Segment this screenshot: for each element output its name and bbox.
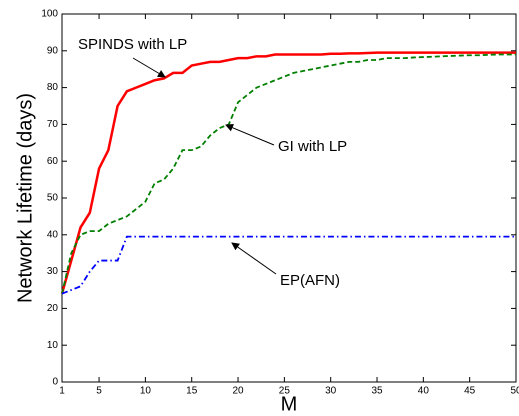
y-tick-label: 10 (47, 340, 59, 351)
y-tick-label: 40 (47, 229, 59, 240)
x-tick-label: 1 (59, 386, 65, 397)
plot-frame (61, 13, 517, 383)
series-line (61, 235, 516, 295)
y-tick-label: 50 (47, 193, 59, 204)
y-tick-label: 0 (52, 377, 58, 388)
annotation-arrow (231, 242, 277, 275)
annotation: EP(AFN) (280, 272, 340, 289)
y-tick-label: 70 (47, 119, 59, 130)
y-axis-label: Network Lifetime (days) (14, 93, 36, 303)
x-tick-label: 45 (464, 386, 476, 397)
annotation: GI with LP (278, 138, 347, 155)
x-tick-label: 5 (96, 386, 102, 397)
y-tick-label: 90 (47, 45, 59, 56)
y-tick-label: 30 (47, 266, 59, 277)
y-tick-label: 100 (41, 9, 58, 20)
x-tick-label: 50 (510, 386, 519, 397)
x-tick-label: 25 (279, 386, 291, 397)
x-axis-label: M (281, 393, 298, 415)
x-tick-label: 40 (418, 386, 430, 397)
x-tick-label: 30 (325, 386, 337, 397)
x-tick-label: 15 (186, 386, 198, 397)
x-tick-label: 20 (232, 386, 244, 397)
annotation-arrow (132, 57, 166, 78)
annotation: SPINDS with LP (78, 36, 187, 53)
y-tick-label: 80 (47, 82, 59, 93)
series-line (60, 51, 516, 295)
x-tick-label: 35 (371, 386, 383, 397)
series-line (61, 53, 516, 294)
y-tick-label: 20 (47, 303, 59, 314)
y-tick-label: 60 (47, 156, 59, 167)
x-tick-label: 10 (140, 386, 152, 397)
annotation-arrow (225, 124, 275, 146)
